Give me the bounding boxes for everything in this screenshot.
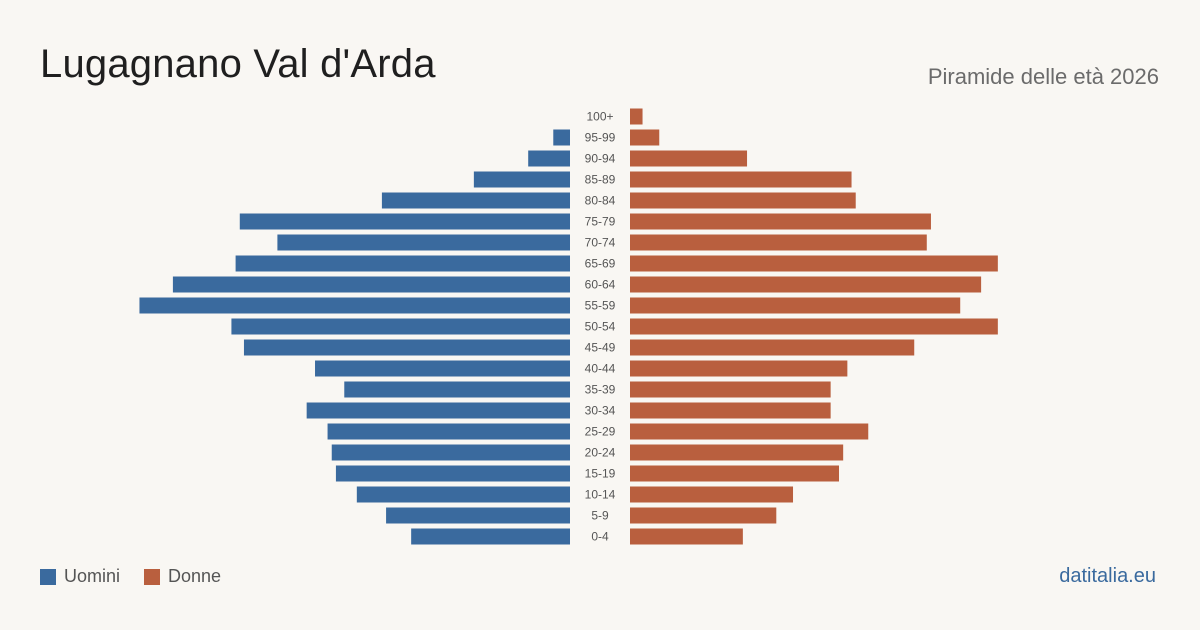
chart-subtitle: Piramide delle età 2026	[927, 64, 1159, 89]
bar-men-55-59	[139, 297, 570, 314]
age-label-5-9: 5-9	[591, 509, 609, 523]
bar-women-100+	[630, 108, 643, 125]
age-label-25-29: 25-29	[585, 425, 616, 439]
bar-women-5-9	[630, 507, 777, 524]
bar-women-40-44	[630, 360, 848, 377]
bar-women-0-4	[630, 528, 743, 545]
bar-men-15-19	[335, 465, 570, 482]
brand-link[interactable]: datitalia.eu	[1059, 565, 1156, 587]
legend-swatch-men	[40, 568, 56, 585]
age-label-40-44: 40-44	[585, 362, 616, 376]
age-label-60-64: 60-64	[585, 278, 616, 292]
bar-women-20-24	[630, 444, 844, 461]
age-label-45-49: 45-49	[585, 341, 616, 355]
bar-women-45-49	[630, 339, 915, 356]
bar-women-70-74	[630, 234, 927, 251]
legend-item-men: Uomini	[40, 566, 120, 587]
chart-title: Lugagnano Val d'Arda	[40, 42, 436, 86]
age-label-70-74: 70-74	[585, 236, 616, 250]
bar-women-30-34	[630, 402, 831, 419]
bar-women-10-14	[630, 486, 794, 503]
bar-men-30-34	[306, 402, 570, 419]
bar-men-65-69	[235, 255, 570, 272]
bar-men-45-49	[243, 339, 570, 356]
age-label-10-14: 10-14	[585, 488, 616, 502]
age-label-100+: 100+	[586, 110, 613, 124]
age-label-95-99: 95-99	[585, 131, 616, 145]
bar-women-60-64	[630, 276, 982, 293]
population-pyramid-chart: 100+ 95-99 90-94 85-89 80-84 75-79 70-74 65-69 6…	[139, 108, 998, 545]
age-label-90-94: 90-94	[585, 152, 616, 166]
age-label-85-89: 85-89	[585, 173, 616, 187]
age-label-0-4: 0-4	[591, 530, 609, 544]
age-label-20-24: 20-24	[585, 446, 616, 460]
bar-women-15-19	[630, 465, 839, 482]
legend: Uomini Donne	[40, 566, 245, 587]
age-label-50-54: 50-54	[585, 320, 616, 334]
bar-men-70-74	[277, 234, 570, 251]
bar-women-65-69	[630, 255, 998, 272]
bar-men-40-44	[315, 360, 570, 377]
age-label-55-59: 55-59	[585, 299, 616, 313]
legend-item-women: Donne	[144, 566, 221, 587]
bar-men-10-14	[356, 486, 570, 503]
age-label-75-79: 75-79	[585, 215, 616, 229]
legend-label-women: Donne	[168, 566, 222, 586]
bar-men-80-84	[381, 192, 570, 209]
bar-men-60-64	[172, 276, 570, 293]
legend-label-men: Uomini	[64, 566, 121, 586]
bar-women-90-94	[630, 150, 748, 167]
age-label-65-69: 65-69	[585, 257, 616, 271]
bar-women-85-89	[630, 171, 852, 188]
bar-women-75-79	[630, 213, 931, 230]
age-label-15-19: 15-19	[585, 467, 616, 481]
bar-men-85-89	[473, 171, 570, 188]
bar-men-35-39	[344, 381, 570, 398]
legend-swatch-women	[144, 568, 161, 585]
bar-women-35-39	[630, 381, 831, 398]
bar-women-55-59	[630, 297, 961, 314]
bar-women-25-29	[630, 423, 869, 440]
bar-men-25-29	[327, 423, 570, 440]
bar-men-50-54	[231, 318, 571, 335]
bar-men-0-4	[411, 528, 570, 545]
bar-women-95-99	[630, 129, 660, 146]
age-label-35-39: 35-39	[585, 383, 616, 397]
bar-women-50-54	[630, 318, 998, 335]
bar-men-90-94	[528, 150, 570, 167]
bar-men-20-24	[331, 444, 570, 461]
bar-women-80-84	[630, 192, 856, 209]
age-label-30-34: 30-34	[585, 404, 616, 418]
bar-men-5-9	[386, 507, 570, 524]
bar-men-95-99	[553, 129, 570, 146]
age-label-80-84: 80-84	[585, 194, 616, 208]
bar-men-75-79	[239, 213, 570, 230]
